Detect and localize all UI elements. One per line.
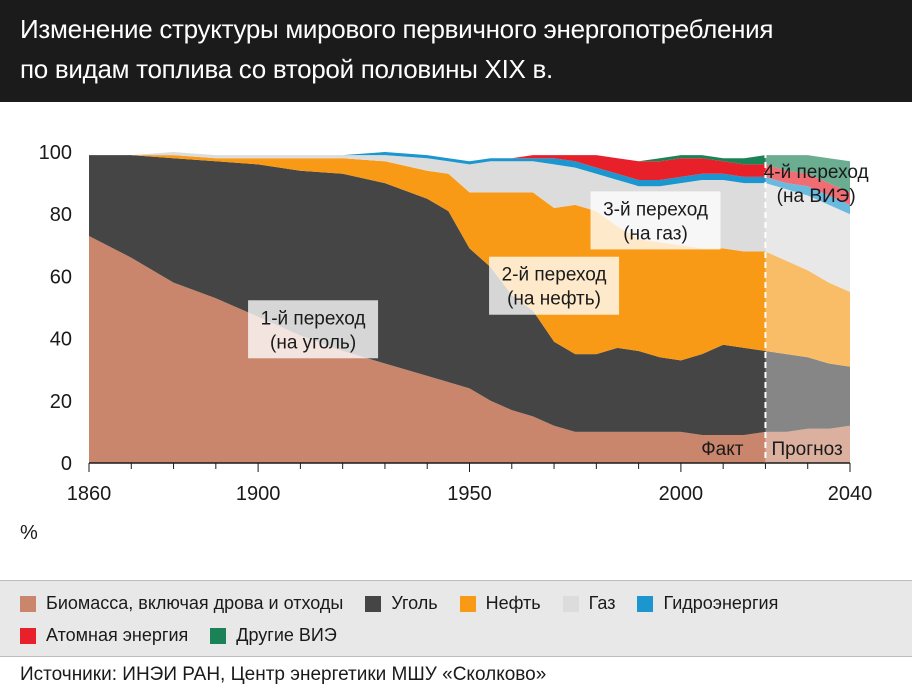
annotation-1: 1-й переход (на уголь) (248, 300, 379, 359)
area-series-3 (89, 155, 850, 367)
legend: Биомасса, включая дрова и отходы Уголь Неф… (0, 580, 912, 657)
annotation-2: 2-й переход (на нефть) (489, 256, 620, 315)
annotation-line-2: (на газ) (623, 223, 688, 244)
legend-label: Уголь (391, 593, 438, 613)
annotation-box (489, 256, 620, 315)
legend-item: Гидроэнергия (637, 593, 778, 614)
divider (0, 656, 912, 657)
forecast-shade (765, 152, 850, 463)
y-tick-label: 20 (50, 391, 72, 413)
legend-row-2: Атомная энергия Другие ВИЭ (20, 625, 359, 646)
legend-item: Биомасса, включая дрова и отходы (20, 593, 343, 614)
annotation-4: 4-й переход (на ВИЭ) (764, 162, 869, 207)
annotation-line-2: (на нефть) (507, 289, 601, 310)
legend-label: Биомасса, включая дрова и отходы (46, 593, 344, 613)
annotation-box (590, 191, 721, 250)
legend-label: Гидроэнергия (663, 593, 779, 613)
legend-swatch (637, 595, 654, 612)
x-tick-label: 1950 (447, 483, 492, 505)
legend-item: Газ (562, 593, 616, 614)
annotation-line-1: 4-й переход (764, 162, 869, 183)
annotation-box (248, 300, 379, 359)
y-unit-label: % (20, 522, 38, 544)
legend-swatch (210, 627, 227, 644)
legend-label: Другие ВИЭ (236, 625, 337, 645)
x-tick-label: 1860 (67, 483, 112, 505)
legend-swatch (365, 595, 382, 612)
annotations: 1-й переход (на уголь) 2-й переход (на нефт… (248, 162, 869, 359)
legend-row-1: Биомасса, включая дрова и отходы Уголь Неф… (20, 593, 800, 614)
forecast-overlay: Факт Прогноз (701, 152, 850, 463)
chart-title-line-2: по видам топлива со второй половины XIX … (20, 54, 553, 84)
y-tick-label: 0 (61, 453, 72, 475)
y-tick-label: 60 (50, 266, 72, 288)
legend-swatch (562, 595, 579, 612)
y-tick-label: 100 (39, 142, 72, 164)
area-series-2 (89, 155, 850, 435)
title-bar: Изменение структуры мирового первичного … (0, 0, 912, 102)
area-series-7 (89, 152, 850, 193)
legend-label: Атомная энергия (46, 625, 189, 645)
legend-swatch (459, 595, 476, 612)
area-series-6 (89, 152, 850, 205)
annotation-line-2: (на уголь) (270, 332, 356, 353)
annotation-3: 3-й переход (на газ) (590, 191, 721, 250)
label-fact: Факт (701, 439, 744, 460)
legend-item: Нефть (459, 593, 541, 614)
annotation-line-1: 3-й переход (603, 199, 708, 220)
x-tick-label: 1900 (236, 483, 281, 505)
legend-swatch (20, 595, 36, 612)
annotation-line-2: (на ВИЭ) (777, 186, 856, 207)
area-series-1 (89, 236, 850, 463)
legend-item: Атомная энергия (20, 625, 188, 646)
annotation-line-1: 2-й переход (502, 265, 607, 286)
area-layers (89, 152, 850, 463)
legend-item: Другие ВИЭ (210, 625, 337, 646)
legend-label: Нефть (485, 593, 541, 613)
y-tick-label: 80 (50, 204, 72, 226)
legend-swatch (20, 627, 36, 644)
annotation-line-1: 1-й переход (261, 308, 366, 329)
legend-label: Газ (588, 593, 616, 613)
x-tick-label: 2000 (659, 483, 704, 505)
area-series-4 (89, 152, 850, 292)
label-forecast: Прогноз (771, 439, 842, 460)
y-tick-label: 40 (50, 329, 72, 351)
x-tick-label: 2040 (828, 483, 873, 505)
chart-title-line-1: Изменение структуры мирового первичного … (20, 14, 774, 44)
source-note: Источники: ИНЭИ РАН, Центр энергетики МШ… (20, 664, 547, 685)
legend-item: Уголь (365, 593, 438, 614)
